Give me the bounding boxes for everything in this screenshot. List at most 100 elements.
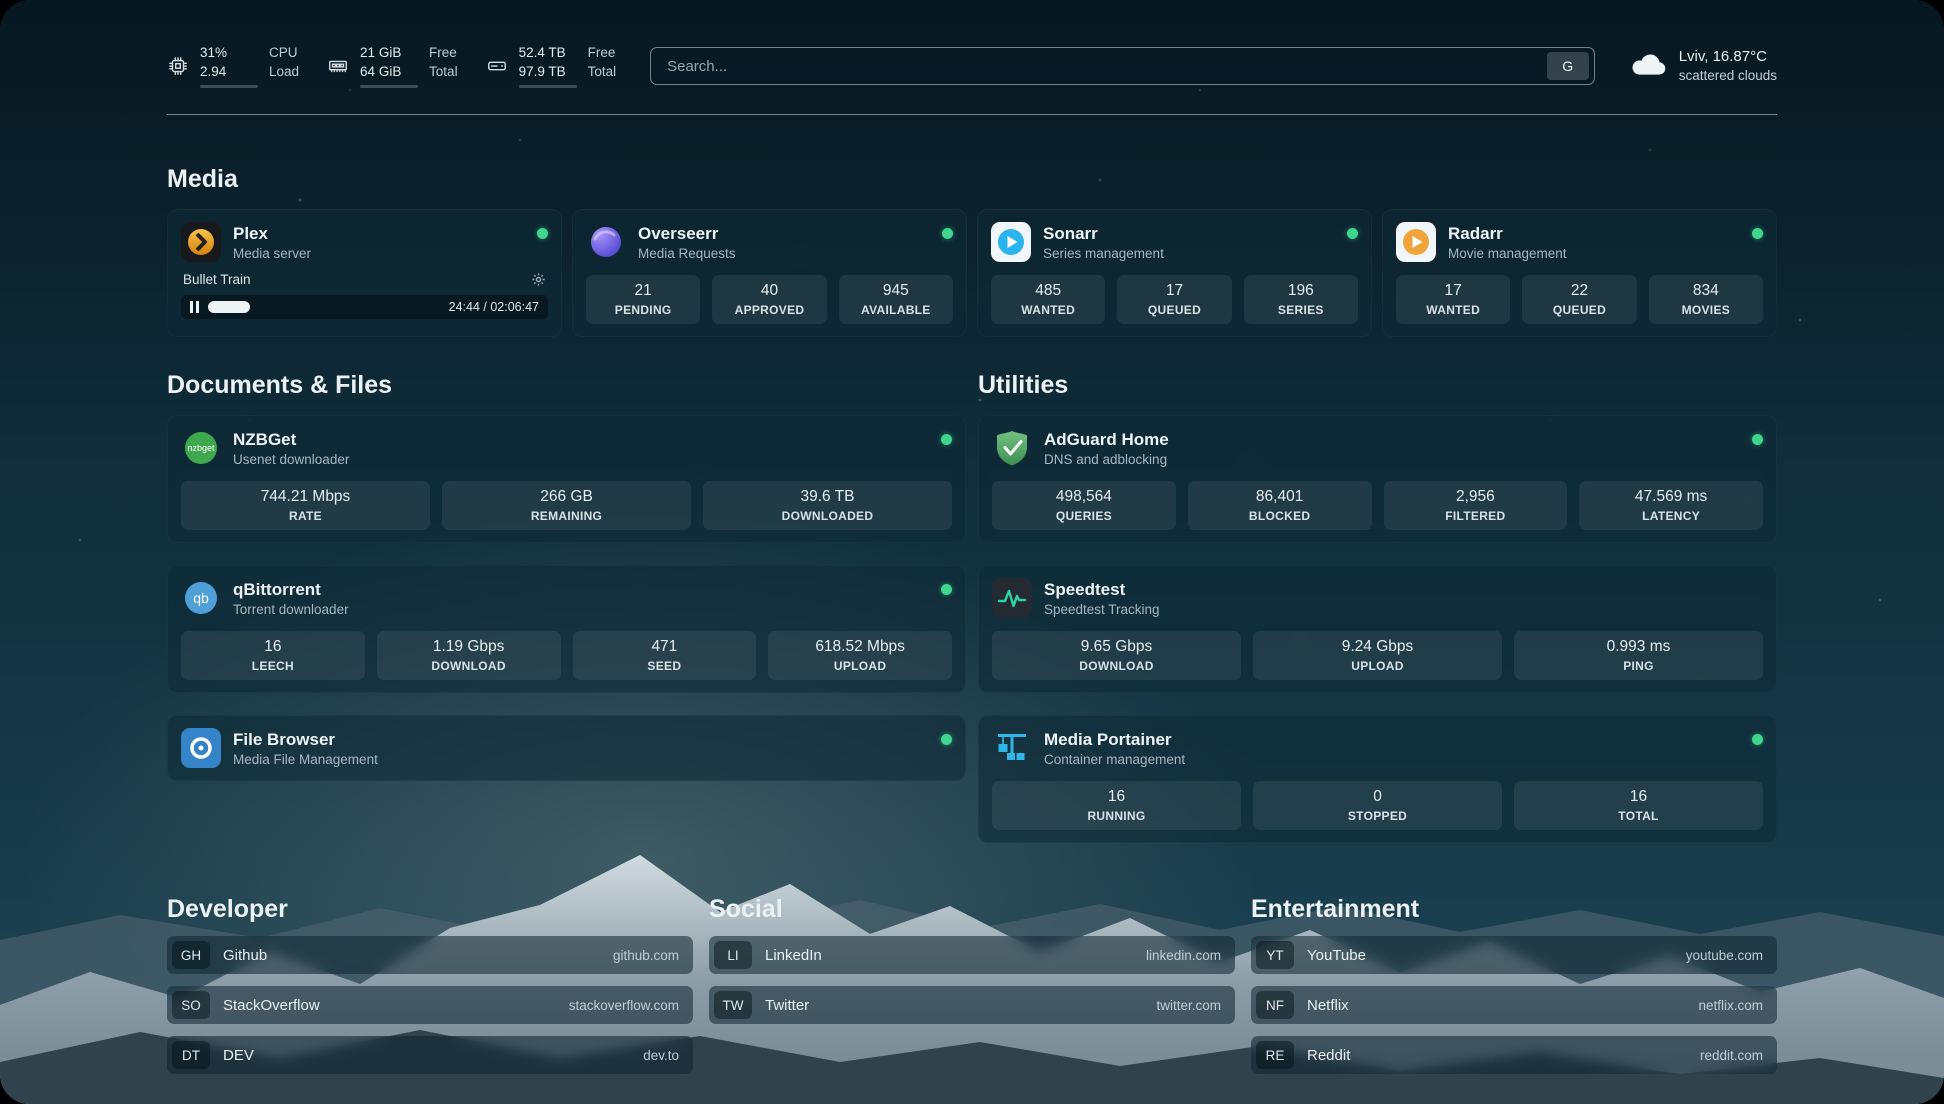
playback-time: 24:44 / 02:06:47	[448, 300, 539, 314]
weather-condition: scattered clouds	[1678, 68, 1777, 84]
memory-free-label: Free	[429, 45, 457, 61]
stat-approved: 40 APPROVED	[712, 275, 827, 324]
memory-total: 64 GiB	[360, 63, 402, 79]
top-bar: 31% 2.94 CPU Load	[167, 34, 1777, 98]
service-card-speedtest[interactable]: Speedtest Speedtest Tracking 9.65 Gbps D…	[978, 565, 1777, 693]
service-name: qBittorrent	[233, 579, 321, 599]
gear-icon[interactable]	[531, 272, 546, 287]
search-bar[interactable]: G	[650, 47, 1595, 85]
stat-queued: 17 QUEUED	[1117, 275, 1232, 324]
bookmark-name: Reddit	[1307, 1046, 1351, 1064]
pause-button[interactable]	[190, 301, 199, 313]
stat-wanted: 485 WANTED	[991, 275, 1106, 324]
service-card-qbittorrent[interactable]: qb qBittorrent Torrent downloader 16 LEE…	[167, 565, 966, 693]
service-name: Overseerr	[638, 223, 719, 243]
disk-values: 52.4 TB 97.9 TB	[518, 44, 577, 88]
service-card-nzbget[interactable]: nzbget NZBGet Usenet downloader 744.21 M…	[167, 415, 966, 543]
now-playing-title: Bullet Train	[183, 272, 251, 287]
disk-free-label: Free	[587, 45, 616, 61]
service-description: Series management	[1043, 245, 1164, 261]
service-description: Movie management	[1448, 245, 1567, 261]
service-description: Speedtest Tracking	[1044, 601, 1160, 617]
service-card-sonarr[interactable]: Sonarr Series management 485 WANTED 17 Q…	[977, 209, 1372, 337]
cpu-percent: 31%	[200, 45, 228, 61]
cpu-labels: CPU Load	[269, 44, 299, 87]
cpu-values: 31% 2.94	[200, 44, 258, 88]
bookmark-url: stackoverflow.com	[568, 997, 679, 1013]
portainer-icon	[992, 728, 1032, 768]
bookmark-url: twitter.com	[1156, 997, 1221, 1013]
service-description: Media server	[233, 245, 312, 261]
stat-upload: 618.52 Mbps UPLOAD	[768, 631, 952, 680]
cpu-label: CPU	[269, 45, 298, 61]
stat-queued: 22 QUEUED	[1522, 275, 1637, 324]
service-card-filebrowser[interactable]: File Browser Media File Management	[167, 715, 966, 781]
bookmark-url: github.com	[612, 947, 679, 963]
service-card-overseerr[interactable]: Overseerr Media Requests 21 PENDING 40 A…	[572, 209, 967, 337]
bookmark-url: youtube.com	[1685, 947, 1763, 963]
section-title-entertainment: Entertainment	[1251, 895, 1420, 923]
service-card-radarr[interactable]: Radarr Movie management 17 WANTED 22 QUE…	[1382, 209, 1777, 337]
search-input[interactable]	[665, 56, 1547, 76]
stat-downloaded: 39.6 TB DOWNLOADED	[703, 481, 952, 530]
section-title-media: Media	[167, 165, 238, 193]
cloud-icon	[1629, 51, 1667, 82]
memory-icon	[327, 55, 349, 77]
section-title-developer: Developer	[167, 895, 288, 923]
bookmark-dev[interactable]: DT DEV dev.to	[167, 1036, 693, 1074]
cpu-load-label: Load	[269, 63, 300, 79]
resource-widgets: 31% 2.94 CPU Load	[167, 44, 616, 88]
service-name: Sonarr	[1043, 223, 1098, 243]
bookmark-name: LinkedIn	[765, 946, 822, 964]
stat-seed: 471 SEED	[572, 631, 757, 680]
service-name: Radarr	[1448, 223, 1503, 243]
playback-progress-fill	[208, 301, 250, 313]
stat-running: 16 RUNNING	[992, 781, 1241, 830]
memory-free: 21 GiB	[360, 45, 402, 61]
bookmark-youtube[interactable]: YT YouTube youtube.com	[1251, 936, 1777, 974]
cpu-usage-bar	[200, 84, 258, 88]
stat-movies: 834 MOVIES	[1648, 275, 1763, 324]
service-card-plex[interactable]: Plex Media server Bullet Train	[167, 209, 562, 337]
stat-filtered: 2,956 FILTERED	[1383, 481, 1568, 530]
service-description: Media Requests	[638, 245, 736, 261]
memory-values: 21 GiB 64 GiB	[360, 44, 419, 88]
service-card-portainer[interactable]: Media Portainer Container management 16 …	[978, 715, 1777, 843]
bookmark-abbr: TW	[714, 991, 752, 1019]
section-title-utilities: Utilities	[978, 371, 1069, 399]
search-provider-button[interactable]: G	[1546, 52, 1589, 80]
service-description: DNS and adblocking	[1044, 451, 1168, 467]
bookmark-twitter[interactable]: TW Twitter twitter.com	[709, 986, 1235, 1024]
service-description: Usenet downloader	[233, 451, 350, 467]
qbittorrent-icon: qb	[181, 578, 221, 618]
stat-blocked: 86,401 BLOCKED	[1187, 481, 1372, 530]
status-dot	[1347, 228, 1358, 239]
stat-pending: 21 PENDING	[586, 275, 701, 324]
stat-download: 1.19 Gbps DOWNLOAD	[376, 631, 561, 680]
bookmark-github[interactable]: GH Github github.com	[167, 936, 693, 974]
bookmark-netflix[interactable]: NF Netflix netflix.com	[1251, 986, 1777, 1024]
bookmark-stackoverflow[interactable]: SO StackOverflow stackoverflow.com	[167, 986, 693, 1024]
bookmark-abbr: LI	[714, 941, 752, 969]
service-card-adguard[interactable]: AdGuard Home DNS and adblocking 498,564 …	[978, 415, 1777, 543]
bookmark-linkedin[interactable]: LI LinkedIn linkedin.com	[709, 936, 1235, 974]
bookmark-reddit[interactable]: RE Reddit reddit.com	[1251, 1036, 1777, 1074]
cpu-load-value: 2.94	[200, 63, 227, 79]
stat-available: 945 AVAILABLE	[838, 275, 953, 324]
service-name: NZBGet	[233, 429, 297, 449]
media-card-row: Plex Media server Bullet Train	[167, 209, 1777, 337]
weather-location: Lviv, 16.87°C	[1678, 47, 1767, 65]
status-dot	[1752, 228, 1763, 239]
sonarr-icon	[991, 222, 1031, 262]
bookmark-name: StackOverflow	[223, 996, 320, 1014]
disk-free: 52.4 TB	[518, 45, 566, 61]
bookmark-name: YouTube	[1307, 946, 1366, 964]
bookmark-url: dev.to	[643, 1047, 679, 1063]
stat-total: 16 TOTAL	[1514, 781, 1763, 830]
service-name: Plex	[233, 223, 268, 243]
service-name: File Browser	[233, 729, 336, 749]
status-dot	[941, 734, 952, 745]
memory-total-label: Total	[429, 63, 458, 79]
bookmark-abbr: DT	[172, 1041, 210, 1069]
bookmark-abbr: RE	[1256, 1041, 1294, 1069]
